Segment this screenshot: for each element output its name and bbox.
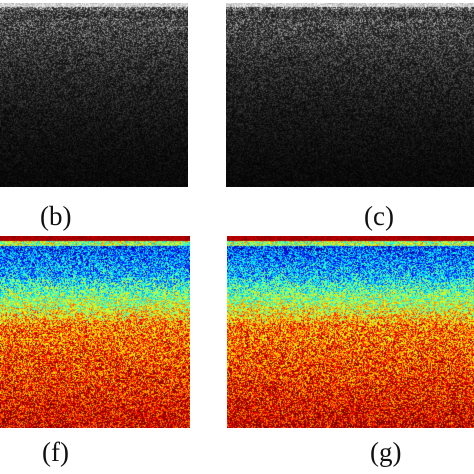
- panel-g-colormap-image: [227, 236, 474, 428]
- panel-c-oct-image: [226, 3, 474, 187]
- panel-c-canvas: [226, 3, 474, 187]
- panel-f-canvas: [0, 236, 190, 428]
- panel-b-label: (b): [40, 201, 72, 231]
- panel-b-oct-image: [0, 3, 188, 187]
- panel-f-label: (f): [42, 437, 69, 467]
- panel-g-canvas: [227, 236, 474, 428]
- panel-b-canvas: [0, 3, 188, 187]
- panel-g-label: (g): [370, 437, 402, 467]
- panel-f-colormap-image: [0, 236, 190, 428]
- panel-c-label: (c): [364, 201, 394, 231]
